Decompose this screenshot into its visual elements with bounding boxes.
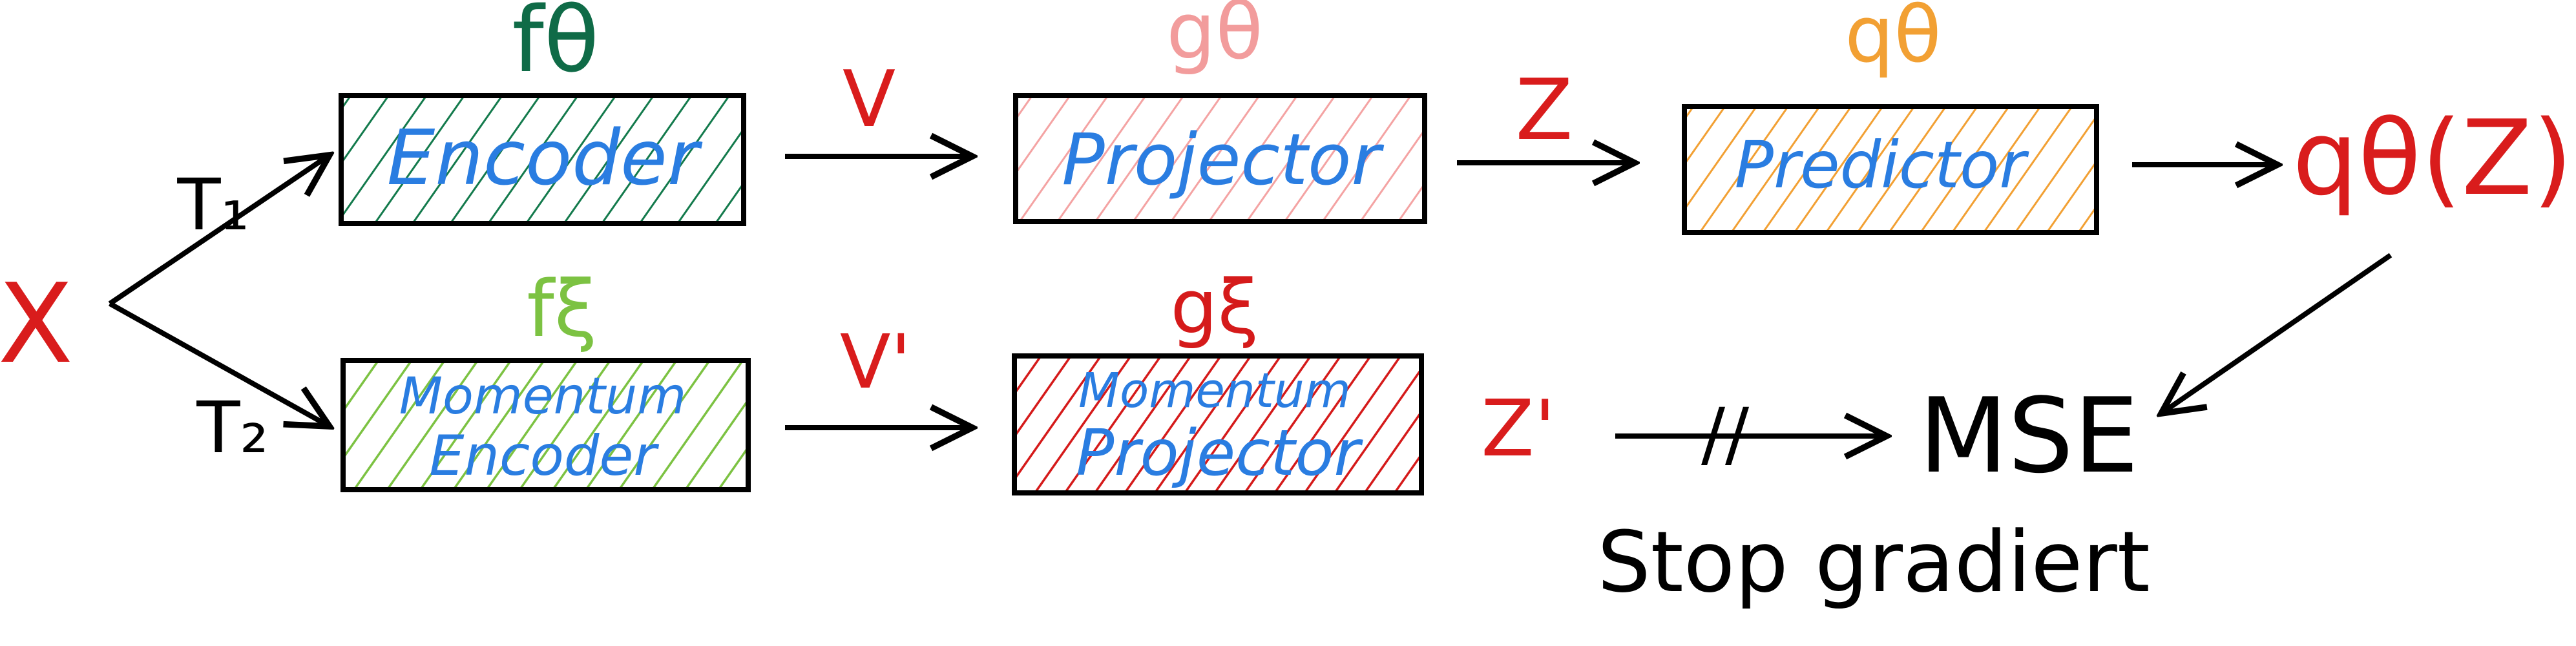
momentum-projector-line2: Projector	[1076, 417, 1363, 490]
projector-box: Projector	[1013, 93, 1427, 224]
arrow-output-to-mse	[2161, 253, 2393, 413]
momentum-projector-box: Momentum Projector	[1012, 353, 1424, 495]
momentum-projector-name: gξ	[1170, 264, 1259, 351]
input-label: X	[0, 260, 73, 388]
projector-text: Projector	[1062, 118, 1384, 201]
momentum-encoder-line2: Encoder	[429, 424, 659, 488]
predictor-box: Predictor	[1682, 104, 2099, 235]
momentum-encoder-line1: Momentum	[399, 368, 686, 426]
momentum-encoder-name: fξ	[527, 265, 597, 355]
predictor-output: qθ(Z)	[2292, 98, 2573, 218]
z-prime-label: Z'	[1481, 384, 1555, 474]
v-prime-label: V'	[840, 319, 911, 406]
stop-gradient-label: Stop gradiert	[1597, 513, 2150, 611]
transform-top-label: T₁	[176, 163, 249, 246]
projector-name: gθ	[1166, 0, 1263, 77]
momentum-encoder-box: Momentum Encoder	[340, 358, 751, 492]
v-label: V	[843, 55, 895, 145]
z-label: Z	[1515, 61, 1573, 159]
mse-label: MSE	[1919, 375, 2139, 496]
stop-gradient-marker: //	[1701, 393, 1750, 475]
encoder-text: Encoder	[387, 113, 703, 202]
momentum-projector-line1: Momentum	[1078, 363, 1351, 419]
split-line-bottom	[109, 301, 330, 426]
predictor-text: Predictor	[1735, 127, 2030, 203]
encoder-box: Encoder	[339, 93, 746, 226]
predictor-name: qθ	[1845, 0, 1942, 80]
encoder-name: fθ	[512, 0, 600, 93]
split-line-top	[108, 155, 330, 306]
transform-bottom-label: T₂	[196, 386, 268, 469]
